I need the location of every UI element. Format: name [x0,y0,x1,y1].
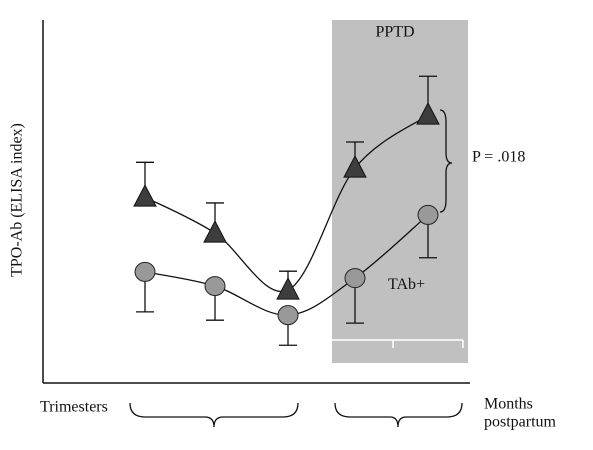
triangle-marker [276,276,300,300]
series-label: TAb+ [388,276,425,293]
pptd-region [332,20,468,363]
region-ticks [332,339,464,348]
circle-marker [277,305,299,326]
annotation: P = .018 [472,149,525,166]
y-axis-label: TPO-Ab (ELISA index) [9,123,26,277]
triangle-marker [343,155,367,178]
brace [439,109,453,213]
brace [334,402,463,428]
brace [129,402,299,428]
circle-marker [134,261,156,282]
triangle-marker [203,220,227,243]
region-label: PPTD [375,24,414,41]
triangle-marker [133,184,157,207]
x-label-right: Months [484,396,533,413]
circle-marker [417,204,439,225]
circle-marker [204,276,226,297]
circle-marker [344,268,366,289]
triangle-marker [416,102,440,125]
x-label-left: Trimesters [40,399,108,416]
x-label-right: postpartum [484,414,557,431]
